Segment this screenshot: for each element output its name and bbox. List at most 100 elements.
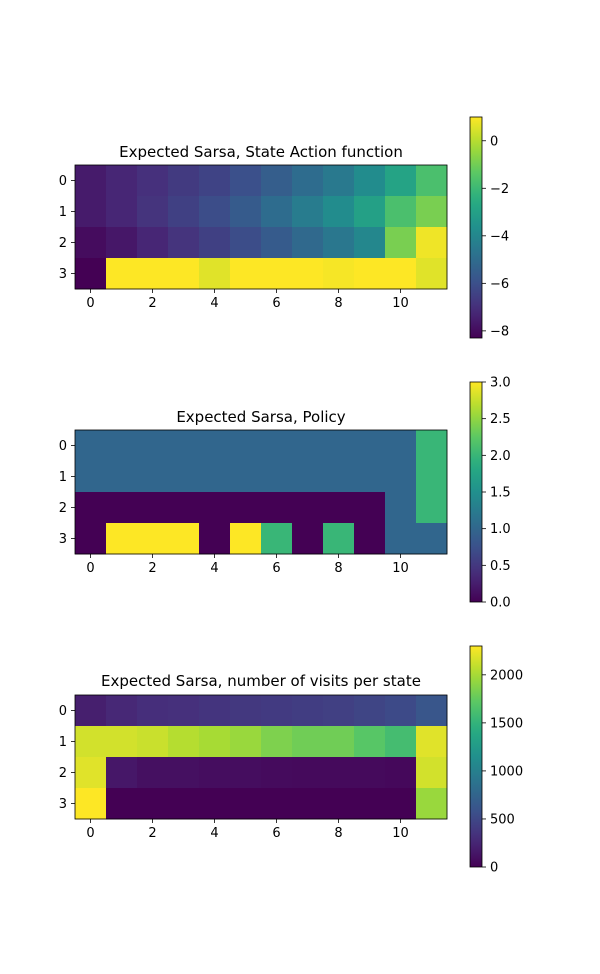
heatmap-cell [106, 258, 138, 290]
y-tick-label: 1 [59, 735, 67, 750]
x-tick-label: 6 [272, 296, 280, 311]
x-tick-label: 0 [86, 826, 94, 841]
heatmap-cell [168, 461, 200, 493]
heatmap-cell [199, 461, 231, 493]
heatmap-cell [199, 523, 231, 555]
heatmap-cell [261, 788, 293, 820]
heatmap-cell [230, 461, 262, 493]
heatmap-cell [261, 461, 293, 493]
colorbar-tick-label: 0 [490, 861, 498, 876]
heatmap-cell [106, 461, 138, 493]
colorbar-tick-label: 500 [490, 812, 515, 827]
heatmap-cell [292, 196, 324, 228]
heatmap-cell [416, 430, 448, 462]
heatmap-cell [292, 430, 324, 462]
heatmap-cell [106, 757, 138, 789]
heatmap-cell [75, 726, 107, 758]
heatmap-cell [106, 523, 138, 555]
heatmap-cell [261, 726, 293, 758]
heatmap-cell [168, 757, 200, 789]
heatmap-cell [261, 258, 293, 290]
heatmap-cell [199, 695, 231, 727]
heatmap-cell [354, 258, 386, 290]
colorbar-tick-label: 2.5 [490, 412, 511, 427]
heatmap-cell [354, 165, 386, 197]
heatmap-cell [106, 492, 138, 524]
heatmap-cell [261, 695, 293, 727]
heatmap-cell [385, 461, 417, 493]
heatmap-cell [168, 430, 200, 462]
x-tick-label: 8 [334, 561, 342, 576]
heatmap-cell [385, 523, 417, 555]
y-tick-label: 0 [59, 439, 67, 454]
heatmap-cell [354, 695, 386, 727]
colorbar-tick-label: −4 [490, 229, 509, 244]
heatmap-cell [230, 227, 262, 259]
heatmap-cell [199, 165, 231, 197]
colorbar-tick-label: −8 [490, 324, 509, 339]
heatmap-cell [168, 788, 200, 820]
chart-title: Expected Sarsa, State Action function [119, 143, 403, 161]
heatmap-cell [261, 430, 293, 462]
colorbar-tick-label: 0.5 [490, 559, 511, 574]
heatmap-cell [230, 726, 262, 758]
x-tick-label: 6 [272, 826, 280, 841]
colorbar [469, 381, 483, 603]
x-tick-label: 0 [86, 561, 94, 576]
heatmap-cell [354, 196, 386, 228]
x-tick-label: 10 [392, 826, 409, 841]
heatmap-cell [354, 461, 386, 493]
heatmap-cell [230, 757, 262, 789]
colorbar-tick-label: 2000 [490, 668, 523, 683]
heatmap-cell [168, 695, 200, 727]
heatmap-cell [137, 695, 169, 727]
heatmap-cell [137, 227, 169, 259]
heatmap-cell [168, 165, 200, 197]
heatmap-cell [230, 788, 262, 820]
heatmap-cell [292, 461, 324, 493]
heatmap-cell [416, 726, 448, 758]
y-tick-label: 0 [59, 174, 67, 189]
y-tick-label: 1 [59, 470, 67, 485]
heatmap-cell [385, 227, 417, 259]
heatmap-cell [75, 165, 107, 197]
heatmap-cell [385, 788, 417, 820]
x-tick-label: 2 [148, 296, 156, 311]
heatmap-cell [323, 788, 355, 820]
heatmap-cell [416, 461, 448, 493]
x-tick-label: 8 [334, 826, 342, 841]
heatmap-cell [323, 258, 355, 290]
heatmap-cells [75, 430, 448, 555]
heatmap-cell [323, 726, 355, 758]
axes-frame [74, 164, 448, 290]
heatmap-cell [292, 523, 324, 555]
colorbar-tick-label: 0 [490, 134, 498, 149]
heatmap-cell [323, 695, 355, 727]
heatmap-cell [292, 757, 324, 789]
heatmap-cell [75, 430, 107, 462]
heatmap-cell [292, 695, 324, 727]
heatmap-cells [75, 165, 448, 290]
x-tick-label: 2 [148, 561, 156, 576]
heatmap-cell [385, 726, 417, 758]
heatmap-cell [230, 492, 262, 524]
heatmap-cell [385, 492, 417, 524]
heatmap-cell [106, 165, 138, 197]
heatmap-cell [416, 227, 448, 259]
heatmap-cell [137, 165, 169, 197]
x-tick-label: 4 [210, 296, 218, 311]
x-tick-label: 10 [392, 561, 409, 576]
heatmap-cell [137, 196, 169, 228]
heatmap-cell [137, 258, 169, 290]
heatmap-cell [416, 788, 448, 820]
heatmap-cell [230, 258, 262, 290]
heatmap-cell [199, 492, 231, 524]
heatmap-cell [354, 788, 386, 820]
heatmap-panel-3: Expected Sarsa, number of visits per sta… [59, 645, 523, 876]
heatmap-cell [75, 788, 107, 820]
heatmap-cell [354, 492, 386, 524]
y-tick-label: 1 [59, 205, 67, 220]
heatmap-cells [75, 695, 448, 820]
heatmap-cell [354, 227, 386, 259]
heatmap-cell [137, 757, 169, 789]
